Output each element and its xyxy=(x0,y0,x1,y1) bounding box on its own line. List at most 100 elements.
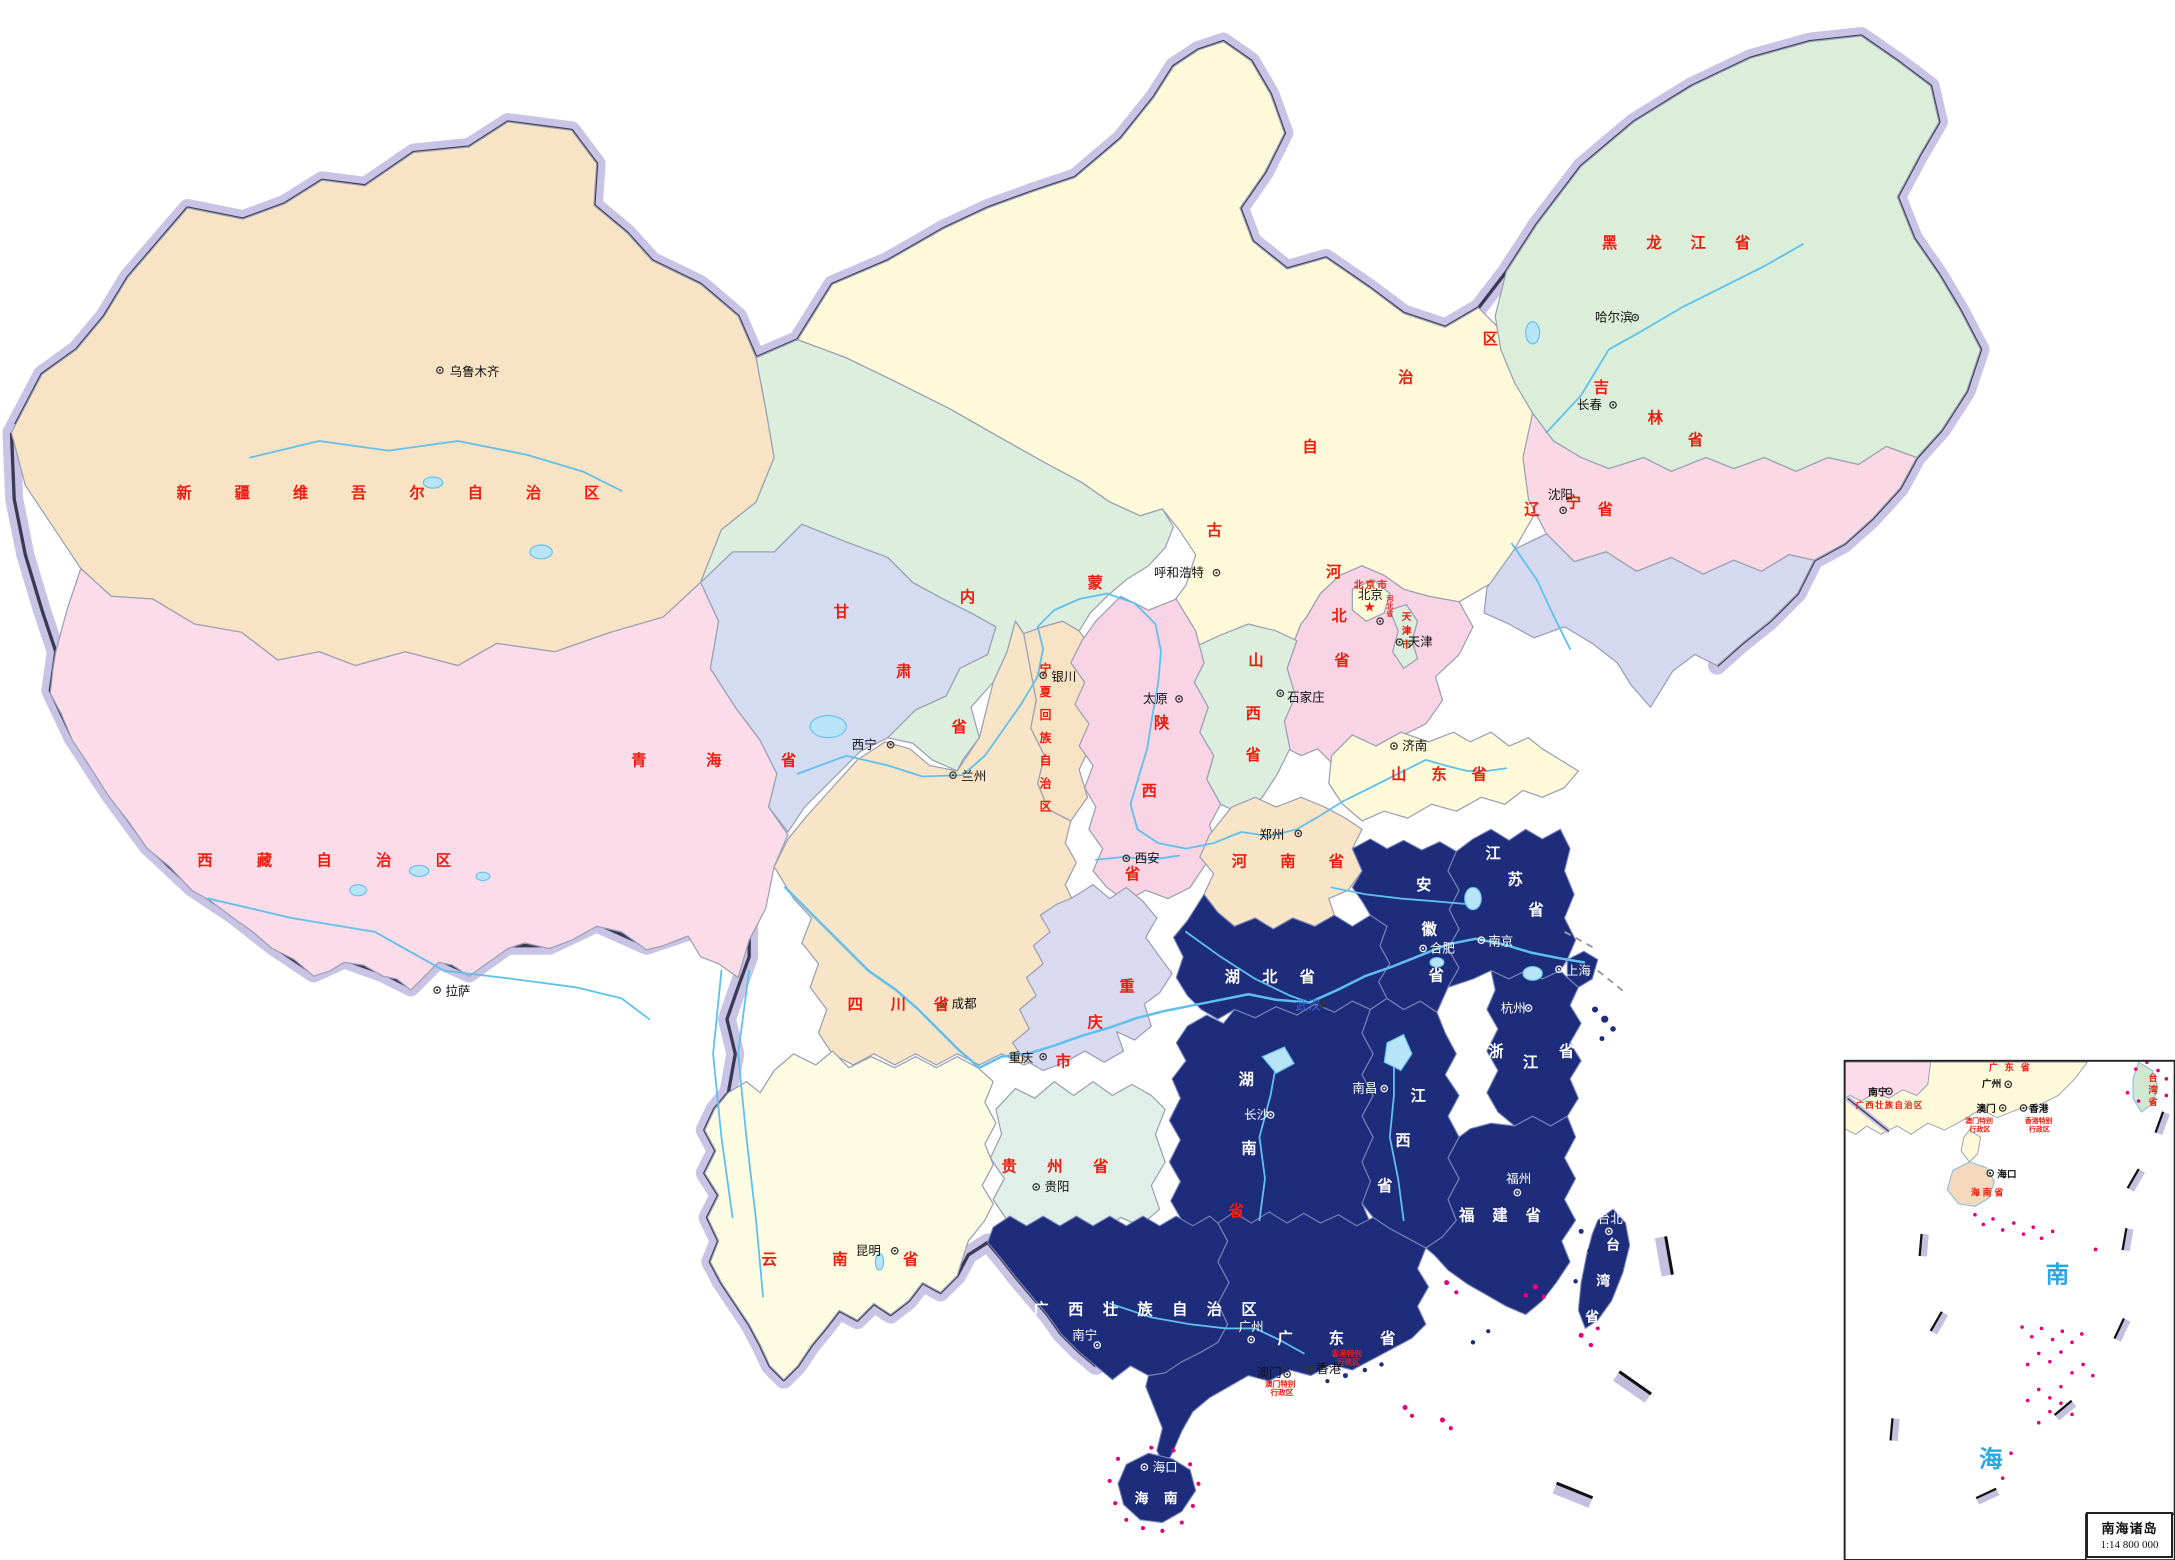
province-zhejiang[interactable] xyxy=(1486,970,1582,1127)
province-label: 重 xyxy=(1119,977,1134,995)
province-label: 澳门特别 xyxy=(1265,1379,1296,1389)
province-label: 海南 xyxy=(1135,1490,1193,1506)
province-label: 西 xyxy=(1142,783,1157,800)
inset-border-line xyxy=(1846,1097,1890,1133)
city-dot xyxy=(1247,1335,1255,1344)
lakes-layer xyxy=(349,321,1543,1271)
inset-label: 海 xyxy=(1979,1445,2003,1472)
province-label: 陕 xyxy=(1154,714,1170,732)
city-label: 成都 xyxy=(952,997,977,1011)
province-label: ★ xyxy=(1363,599,1375,615)
province-xizang[interactable] xyxy=(49,567,789,991)
province-label: 省 xyxy=(1124,865,1140,883)
city-dot xyxy=(1631,313,1640,322)
province-label: 北京市 xyxy=(1354,578,1389,591)
city-dot xyxy=(1032,1183,1041,1191)
province-label: 广东省 xyxy=(1277,1330,1431,1348)
city-dot xyxy=(1283,1370,1291,1379)
city-label: 广州 xyxy=(1239,1320,1264,1334)
city-label: 贵阳 xyxy=(1045,1180,1070,1194)
province-label: 自 xyxy=(1302,438,1317,456)
inset-nine-dash-bars xyxy=(1889,1111,2170,1505)
city-dot xyxy=(1609,401,1617,409)
province-heilongjiang[interactable] xyxy=(1494,35,1982,473)
province-label: 宁夏回族自治区 xyxy=(1038,662,1052,823)
province-jiangsu[interactable] xyxy=(1447,828,1577,988)
province-label: 行政区 xyxy=(1336,1356,1360,1366)
city-label: 南昌 xyxy=(1352,1081,1377,1096)
province-shaanxi[interactable] xyxy=(1070,595,1222,902)
city-label: 福州 xyxy=(1506,1171,1531,1186)
city-label: 北京 xyxy=(1358,588,1383,602)
province-gansu[interactable] xyxy=(699,339,1175,772)
city-dot xyxy=(1524,1004,1533,1012)
province-tianjin[interactable] xyxy=(1389,603,1419,669)
province-jiangxi[interactable] xyxy=(1361,997,1460,1249)
city-dot xyxy=(1376,617,1384,626)
city-label: 台北 xyxy=(1598,1211,1623,1226)
province-label: 四川省 xyxy=(848,995,977,1013)
city-label: 南宁 xyxy=(1072,1328,1097,1343)
province-guangxi[interactable] xyxy=(987,1215,1230,1381)
city-dot xyxy=(1605,1227,1613,1236)
coastal-islets-navy xyxy=(1325,1006,1616,1384)
city-dot xyxy=(436,366,444,375)
city-dot xyxy=(1294,829,1303,838)
city-label: 重庆 xyxy=(1008,1050,1033,1065)
city-label: 武汉 xyxy=(1295,998,1320,1012)
nine-dash-bars-main xyxy=(1552,1236,1674,1508)
province-label: 省 xyxy=(1228,1202,1244,1220)
province-fujian[interactable] xyxy=(1425,1115,1577,1316)
inset-label: 南 xyxy=(2046,1262,2070,1288)
province-taiwan[interactable] xyxy=(1577,1208,1631,1329)
city-dot xyxy=(890,1246,899,1255)
province-yunnan[interactable] xyxy=(704,1050,997,1381)
city-label: 天津 xyxy=(1408,635,1433,649)
province-label: 治 xyxy=(1398,369,1413,387)
province-hunan[interactable] xyxy=(1168,1000,1374,1238)
province-label: 省 xyxy=(1376,1177,1392,1195)
province-label: 蒙 xyxy=(1087,574,1102,592)
inset-label: 南宁 xyxy=(1868,1085,1888,1098)
city-dot xyxy=(1885,1087,1893,1096)
province-label: 云南省 xyxy=(762,1251,974,1269)
inset-label: 香港 xyxy=(2028,1102,2049,1115)
city-label: 西安 xyxy=(1135,851,1160,866)
province-chongqing[interactable] xyxy=(1011,884,1173,1072)
city-dot xyxy=(949,771,957,779)
city-label: 澳门 xyxy=(1257,1365,1282,1380)
city-dot xyxy=(1419,944,1427,953)
city-dot xyxy=(1039,1052,1047,1061)
city-dot xyxy=(1395,638,1404,646)
city-label: 南京 xyxy=(1488,934,1513,949)
inset-label: 广东省 xyxy=(1989,1062,2037,1073)
city-dot xyxy=(1122,854,1131,863)
city-label: 长沙 xyxy=(1244,1108,1269,1122)
province-label: 西 xyxy=(1246,705,1261,722)
city-dot xyxy=(1212,568,1221,577)
province-label: 肃 xyxy=(896,663,911,681)
city-dot xyxy=(1039,671,1047,680)
province-hainan[interactable] xyxy=(1117,1452,1197,1524)
inset-islands-magenta xyxy=(1973,1060,2169,1480)
inset-label: 海口 xyxy=(1997,1167,2016,1180)
province-xinjiang[interactable] xyxy=(10,121,775,667)
city-dot xyxy=(433,986,441,994)
city-label: 香港 xyxy=(1316,1362,1341,1376)
inset-label: 海南省 xyxy=(1971,1186,2006,1197)
province-liaoning[interactable] xyxy=(1483,533,1815,708)
province-beijing[interactable] xyxy=(1351,579,1391,622)
city-label: 乌鲁木齐 xyxy=(450,364,500,379)
inset-scale: 1:14 800 000 xyxy=(2100,1539,2159,1551)
province-label: 庆 xyxy=(1087,1014,1103,1032)
city-dot xyxy=(1513,1188,1522,1197)
province-guizhou[interactable] xyxy=(989,1080,1166,1235)
province-label: 吉 xyxy=(1594,378,1609,396)
maritime-dashed-lines xyxy=(1564,930,1627,994)
city-dot xyxy=(1555,965,1563,974)
inset-label: 澳门特别 xyxy=(1965,1116,1993,1125)
province-shandong[interactable] xyxy=(1328,731,1580,822)
inset-label: 行政区 xyxy=(1968,1125,1990,1134)
province-label: 西藏自治区 xyxy=(197,851,495,869)
